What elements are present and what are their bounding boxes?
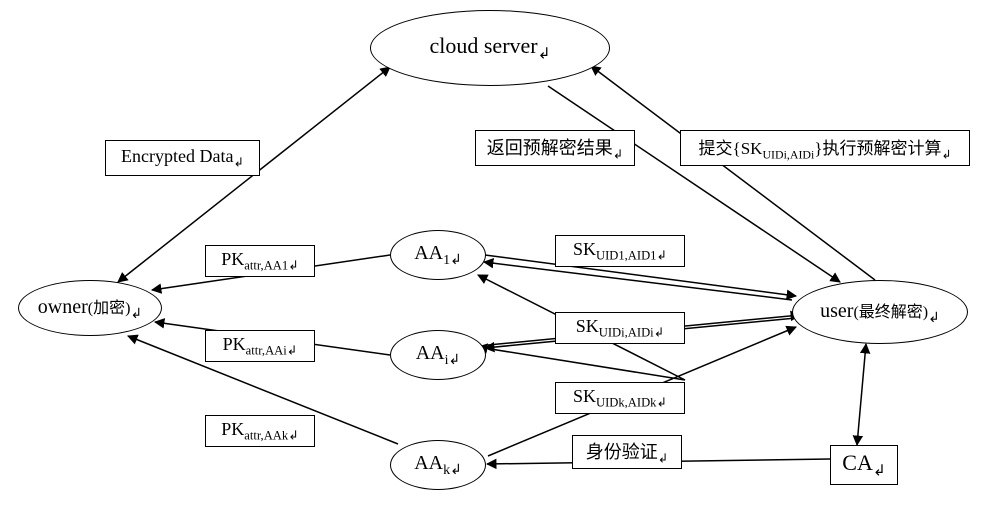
skk-label: SKUIDk,AIDk↲	[573, 386, 667, 411]
pkk-box: PKattr,AAk↲	[205, 415, 315, 447]
aak-label: AAk↲	[414, 452, 462, 479]
aak-node: AAk↲	[390, 440, 486, 490]
owner-label: owner(加密)↲	[38, 294, 142, 323]
return-predecrypt-label: 返回预解密结果↲	[487, 134, 624, 163]
user-label: user(最终解密)↲	[820, 298, 940, 327]
owner-node: owner(加密)↲	[18, 280, 162, 336]
sk1-label: SKUID1,AID1↲	[573, 239, 667, 264]
aai-label: AAi↲	[416, 342, 461, 369]
pkk-label: PKattr,AAk↲	[221, 419, 299, 444]
aa1-label: AA1↲	[414, 242, 462, 269]
user-node: user(最终解密)↲	[792, 280, 968, 344]
pki-label: PKattr,AAi↲	[223, 334, 298, 359]
id-verify-label: 身份验证↲	[586, 438, 669, 467]
ski-label: SKUIDi,AIDi↲	[576, 316, 665, 341]
aai-node: AAi↲	[390, 330, 486, 380]
return-predecrypt-box: 返回预解密结果↲	[475, 130, 635, 166]
submit-sk-box: 提交{SKUIDi,AIDi}执行预解密计算↲	[680, 130, 970, 166]
id-verify-box: 身份验证↲	[572, 435, 682, 469]
pki-box: PKattr,AAi↲	[205, 330, 315, 362]
submit-sk-label: 提交{SKUIDi,AIDi}执行预解密计算↲	[699, 134, 952, 162]
ski-box: SKUIDi,AIDi↲	[555, 312, 685, 344]
cloud-server-label: cloud server↲	[429, 33, 550, 63]
encrypted-data-label: Encrypted Data↲	[121, 146, 244, 171]
ca-label: CA↲	[842, 450, 885, 480]
sk1-box: SKUID1,AID1↲	[555, 235, 685, 267]
pk1-box: PKattr,AA1↲	[205, 245, 315, 277]
skk-box: SKUIDk,AIDk↲	[555, 382, 685, 414]
cloud-server-node: cloud server↲	[370, 10, 610, 86]
ca-node: CA↲	[830, 445, 898, 485]
encrypted-data-box: Encrypted Data↲	[105, 140, 260, 176]
pk1-label: PKattr,AA1↲	[221, 249, 299, 274]
aa1-node: AA1↲	[390, 230, 486, 280]
